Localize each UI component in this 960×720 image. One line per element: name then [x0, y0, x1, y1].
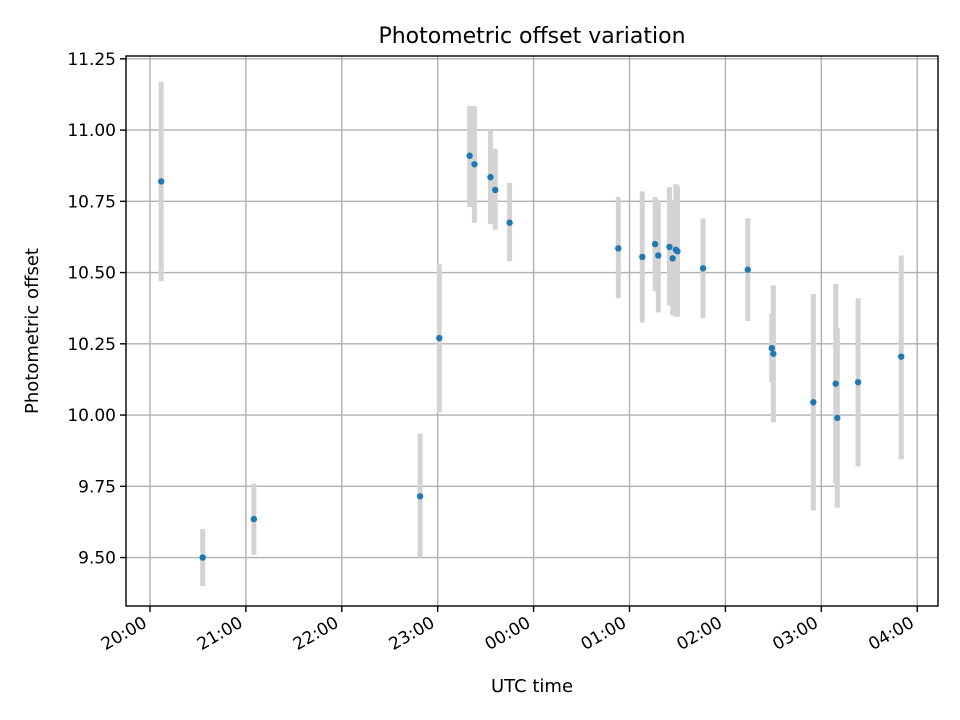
y-tick-label: 9.50 — [78, 549, 116, 569]
data-point — [669, 255, 676, 262]
x-tick-label: 20:00 — [98, 613, 150, 655]
x-tick-label: 01:00 — [578, 613, 630, 655]
data-point — [492, 186, 499, 194]
data-point — [655, 252, 662, 259]
x-tick-label: 21:00 — [194, 613, 246, 655]
data-point — [157, 178, 165, 185]
data-point — [487, 173, 494, 181]
x-tick-label: 22:00 — [290, 613, 342, 655]
data-point — [250, 515, 258, 523]
data-point — [854, 379, 862, 386]
data-point — [615, 245, 622, 252]
data-point — [666, 243, 673, 251]
data-point — [466, 152, 473, 159]
data-point — [768, 344, 775, 352]
x-tick-label: 03:00 — [769, 613, 821, 655]
data-point — [674, 248, 681, 255]
y-axis-label: Photometric offset — [22, 248, 43, 414]
chart-title: Photometric offset variation — [378, 24, 685, 49]
x-tick-label: 23:00 — [386, 613, 438, 655]
x-tick-label: 00:00 — [482, 613, 534, 655]
data-point — [639, 253, 646, 261]
y-tick-label: 10.75 — [67, 192, 116, 212]
data-point — [416, 493, 424, 500]
data-points — [157, 152, 905, 561]
data-point — [436, 334, 443, 342]
y-tick-label: 11.00 — [67, 121, 116, 141]
error-bars — [158, 81, 904, 587]
y-tick-label: 10.00 — [67, 406, 116, 426]
data-point — [199, 554, 206, 561]
grid-lines — [126, 56, 938, 606]
data-point — [810, 399, 817, 406]
y-tick-label: 9.75 — [78, 477, 116, 497]
y-tick-label: 10.25 — [67, 335, 116, 355]
data-point — [832, 380, 839, 387]
y-tick-label: 10.50 — [67, 264, 116, 284]
plot-frame — [125, 55, 939, 607]
data-point — [506, 219, 513, 226]
y-tick-label: 11.25 — [67, 50, 116, 70]
x-tick-label: 02:00 — [673, 613, 725, 655]
data-point — [898, 353, 905, 360]
x-axis-label: UTC time — [491, 676, 573, 697]
data-point — [651, 240, 659, 248]
data-point — [770, 350, 777, 357]
data-point — [699, 265, 707, 272]
data-point — [471, 161, 478, 168]
data-point — [834, 414, 841, 422]
x-axis-ticks: 20:00 21:00 22:00 23:00 00:00 01:00 02:00 03:00… — [98, 606, 918, 655]
data-point — [744, 266, 751, 273]
x-tick-label: 04:00 — [865, 613, 917, 655]
y-axis-ticks: 9.50 9.75 10.00 10.25 10.50 10.75 11.00 11.25 — [67, 50, 126, 569]
